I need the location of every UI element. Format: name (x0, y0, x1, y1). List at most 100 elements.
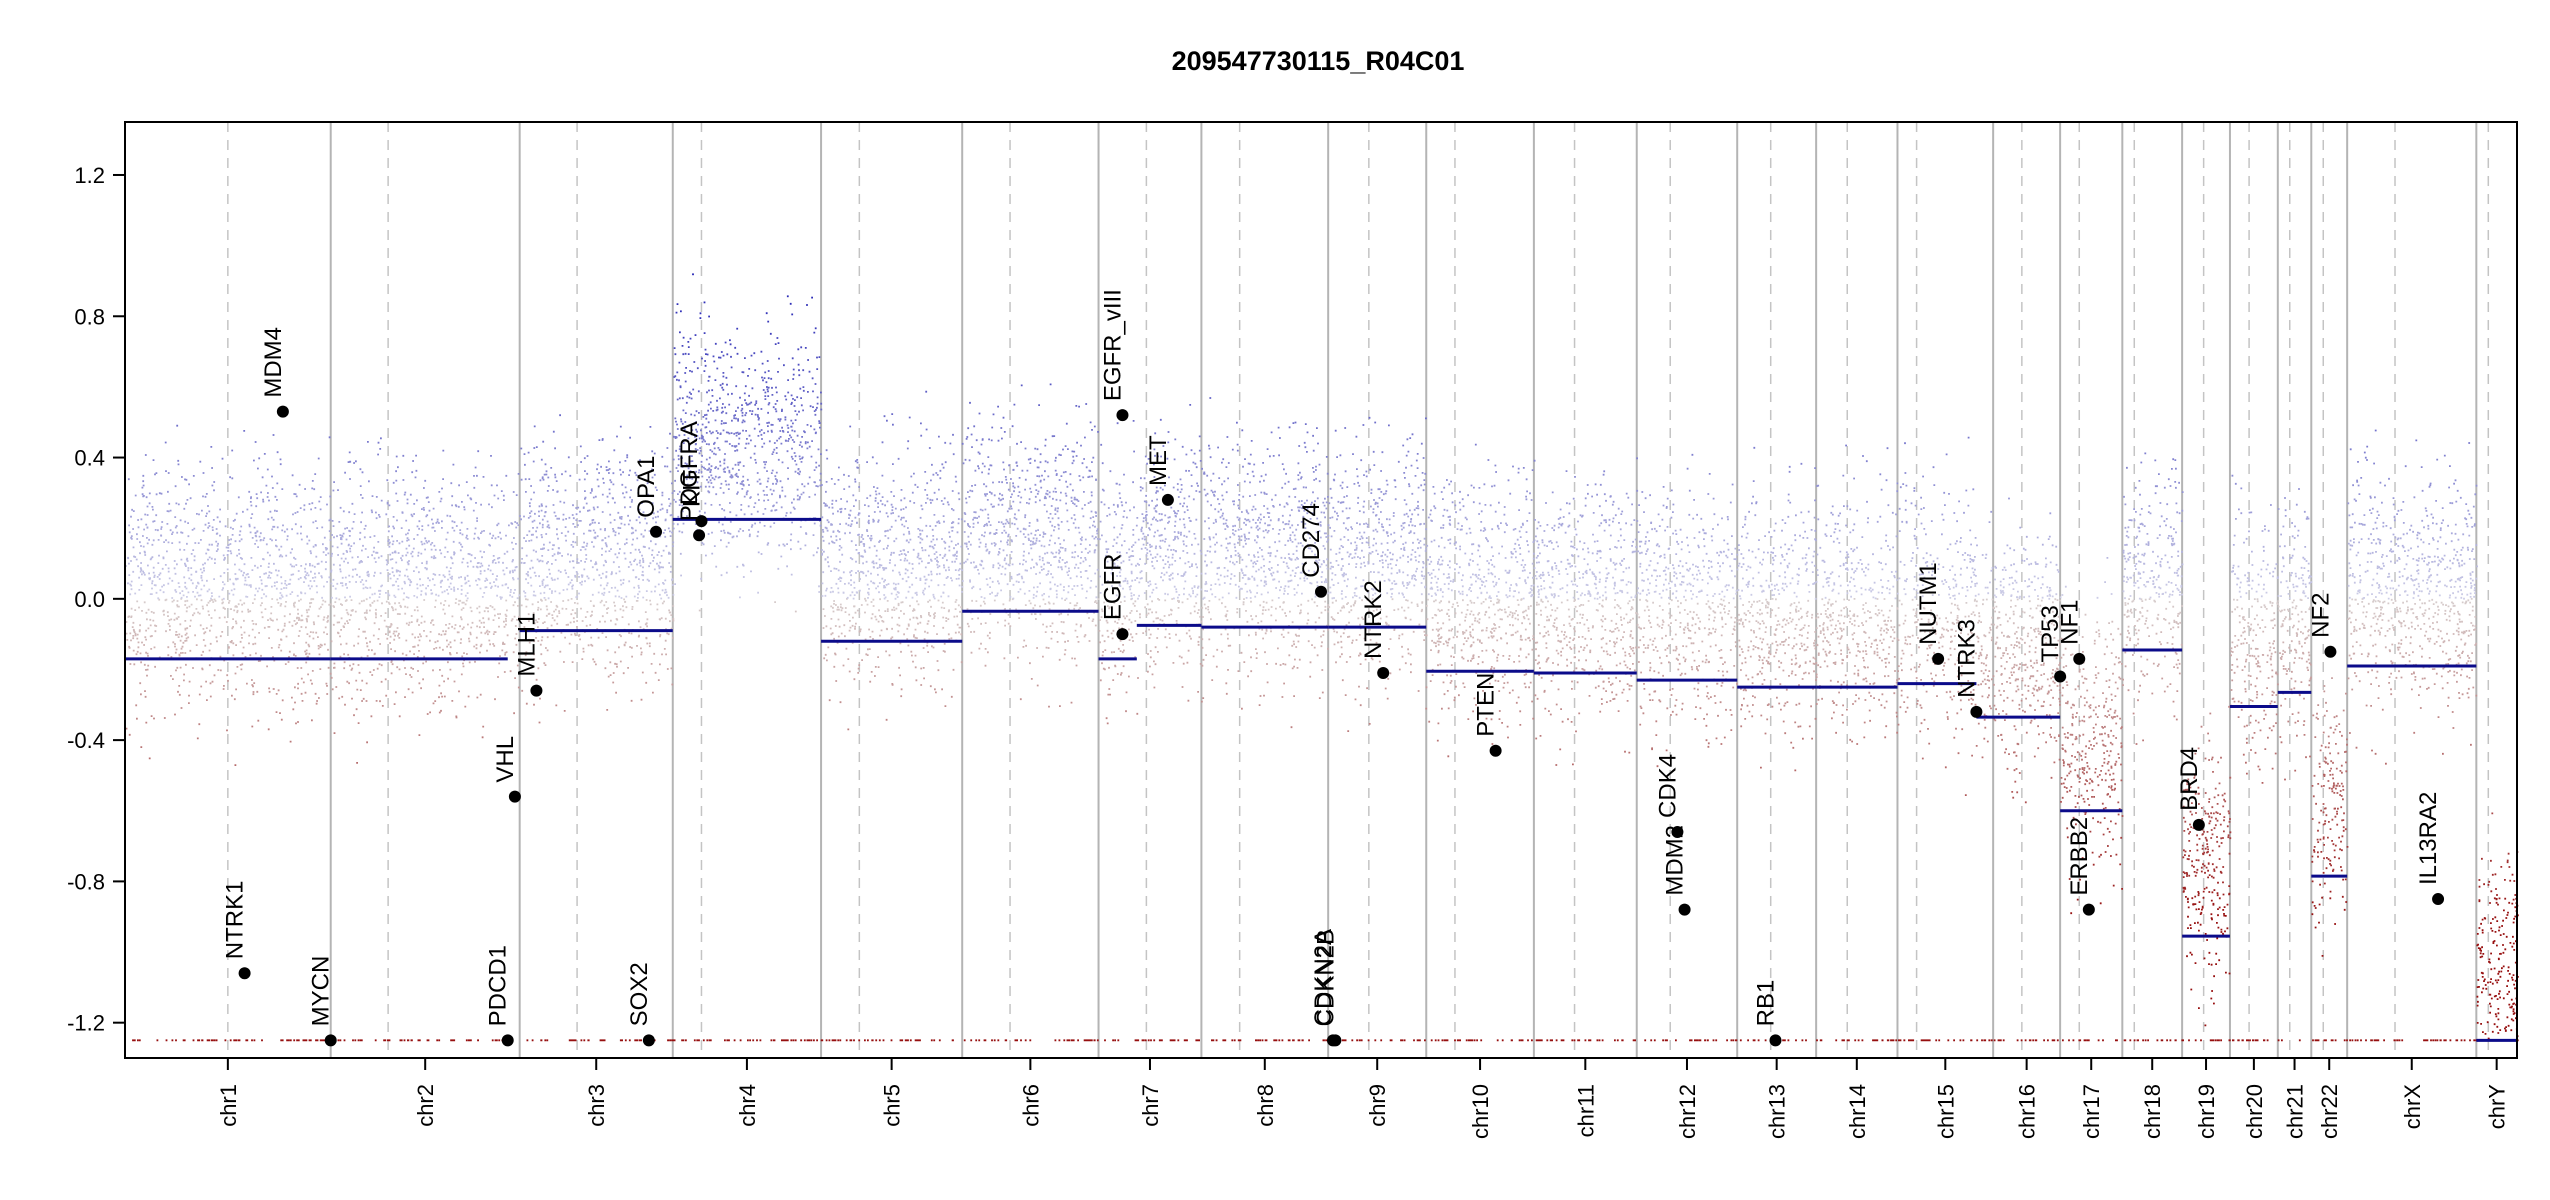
gain-probe-dots (676, 427, 1347, 431)
gene-marker-ntrk2 (1377, 667, 1390, 680)
gain-probe-dots (153, 574, 2431, 578)
gain-probe-dots (141, 493, 2477, 496)
loss-probe-dots (130, 639, 2446, 643)
gene-label-mdm4: MDM4 (260, 327, 287, 398)
loss-probe-dots (2099, 821, 2326, 825)
gain-probe-dots (162, 589, 2460, 594)
gene-label-tp53: TP53 (2037, 605, 2064, 662)
loss-probe-dots (2062, 781, 2343, 785)
gene-label-pdcd1: PDCD1 (485, 945, 512, 1026)
gain-probe-dots (140, 544, 2419, 549)
gain-probe-dots (559, 413, 886, 418)
loss-probe-dots (188, 694, 2478, 698)
loss-probe-dots (133, 630, 2466, 634)
gene-marker-ntrk1 (238, 967, 251, 980)
gene-markers: NTRK1 MDM4 MYCN PDCD1 VHL MLH1 SOX2 OPA1 PDGFRAK… (222, 289, 2445, 1047)
loss-probe-dots (140, 746, 2358, 749)
gain-probe-dots (676, 378, 789, 382)
loss-probe-dots (136, 600, 2471, 604)
gene-label-mycn: MYCN (308, 956, 335, 1027)
gain-probe-dots (685, 401, 971, 404)
loss-probe-dots (2082, 798, 2344, 801)
gain-probe-dots (127, 556, 2455, 560)
loss-probe-dots (175, 669, 2473, 673)
loss-probe-dots (183, 679, 2361, 683)
loss-probe-dots (206, 699, 2273, 703)
loss-probe-dots (127, 615, 2477, 619)
gene-label-mdm2: MDM2 (1662, 825, 1689, 896)
loss-probe-dots (2018, 771, 2343, 775)
chrom-label-chr15: chr15 (1933, 1084, 1958, 1139)
gain-probe-dots (141, 486, 2300, 491)
gain-probe-dots (202, 529, 2414, 533)
gain-probe-dots (132, 509, 2470, 513)
gain-probe-dots (186, 498, 2356, 502)
loss-probe-dots (2091, 851, 2510, 855)
loss-probe-dots (366, 741, 2283, 744)
loss-probe-dots (2085, 811, 2494, 815)
loss-probe-dots (2098, 854, 2336, 859)
gene-label-ntrk2: NTRK2 (1360, 580, 1387, 659)
loss-probe-dots (140, 693, 2464, 696)
gain-probe-dots (133, 554, 2462, 558)
loss-probe-dots (351, 697, 2305, 700)
loss-probe-dots (174, 644, 2442, 648)
gain-probe-dots (600, 464, 2451, 468)
loss-probe-dots (2188, 840, 2342, 843)
loss-probe-dots (163, 612, 2461, 616)
gain-probe-dots (533, 425, 1291, 429)
gain-probe-dots (778, 357, 809, 361)
loss-probe-dots (129, 662, 2468, 666)
loss-probe-dots (2091, 787, 2345, 792)
gain-probe-dots (691, 428, 1244, 432)
gene-marker-cdk4 (1671, 825, 1684, 838)
chrom-label-chr9: chr9 (1365, 1084, 1390, 1127)
gain-probe-dots (130, 533, 2471, 538)
gain-probe-dots (213, 488, 2459, 493)
loss-probe-dots (136, 650, 2473, 655)
loss-probe-dots (2066, 774, 2326, 778)
gene-label-egfr: EGFR (1099, 553, 1126, 620)
gain-probe-dots (130, 535, 2442, 539)
gain-probe-dots (179, 548, 2473, 552)
loss-probe-dots (440, 709, 2345, 713)
loss-probe-dots (138, 605, 2474, 609)
loss-probe-dots (2064, 778, 2286, 782)
chrom-label-chr3: chr3 (584, 1084, 609, 1127)
loss-probe-dots (2100, 853, 2211, 857)
gain-probe-dots (130, 514, 2429, 519)
loss-probe-dots (2192, 903, 2519, 907)
gene-marker-pten (1489, 744, 1502, 757)
gene-marker-tp53 (2054, 670, 2067, 683)
loss-probe-dots (2186, 873, 2514, 876)
loss-probe-dots (2217, 881, 2326, 885)
gain-probe-dots (689, 369, 805, 372)
gene-label-nutm1: NUTM1 (1915, 562, 1942, 645)
loss-probe-dots (2201, 818, 2345, 822)
loss-probe-dots (164, 598, 2470, 603)
loss-probe-dots (671, 683, 2252, 686)
gene-marker-mdm4 (276, 405, 289, 418)
gain-probe-dots (689, 337, 779, 340)
loss-probe-dots (147, 664, 2473, 668)
loss-probe-dots (2066, 836, 2340, 840)
gain-probe-dots (714, 342, 777, 346)
loss-probe-dots (2209, 819, 2327, 823)
chrom-label-chr18: chr18 (2140, 1084, 2165, 1139)
gain-probe-dots (199, 460, 2359, 463)
gain-probe-dots (712, 354, 753, 358)
gain-probe-dots (379, 447, 2352, 451)
gene-label-nf2: NF2 (2307, 592, 2334, 637)
gain-probe-dots (206, 512, 2373, 515)
gain-probe-dots (181, 475, 2363, 480)
gain-probe-dots (688, 391, 822, 395)
gain-probe-dots (148, 501, 2468, 506)
chrom-label-chr14: chr14 (1845, 1084, 1870, 1139)
gene-marker-nf2 (2324, 645, 2337, 658)
loss-probe-dots (2198, 906, 2317, 910)
chrom-label-chr19: chr19 (2194, 1084, 2219, 1139)
gene-label-sox2: SOX2 (626, 962, 653, 1026)
gain-probe-dots (684, 411, 995, 416)
gain-probe-dots (125, 563, 2463, 567)
gain-probe-dots (153, 575, 2464, 579)
